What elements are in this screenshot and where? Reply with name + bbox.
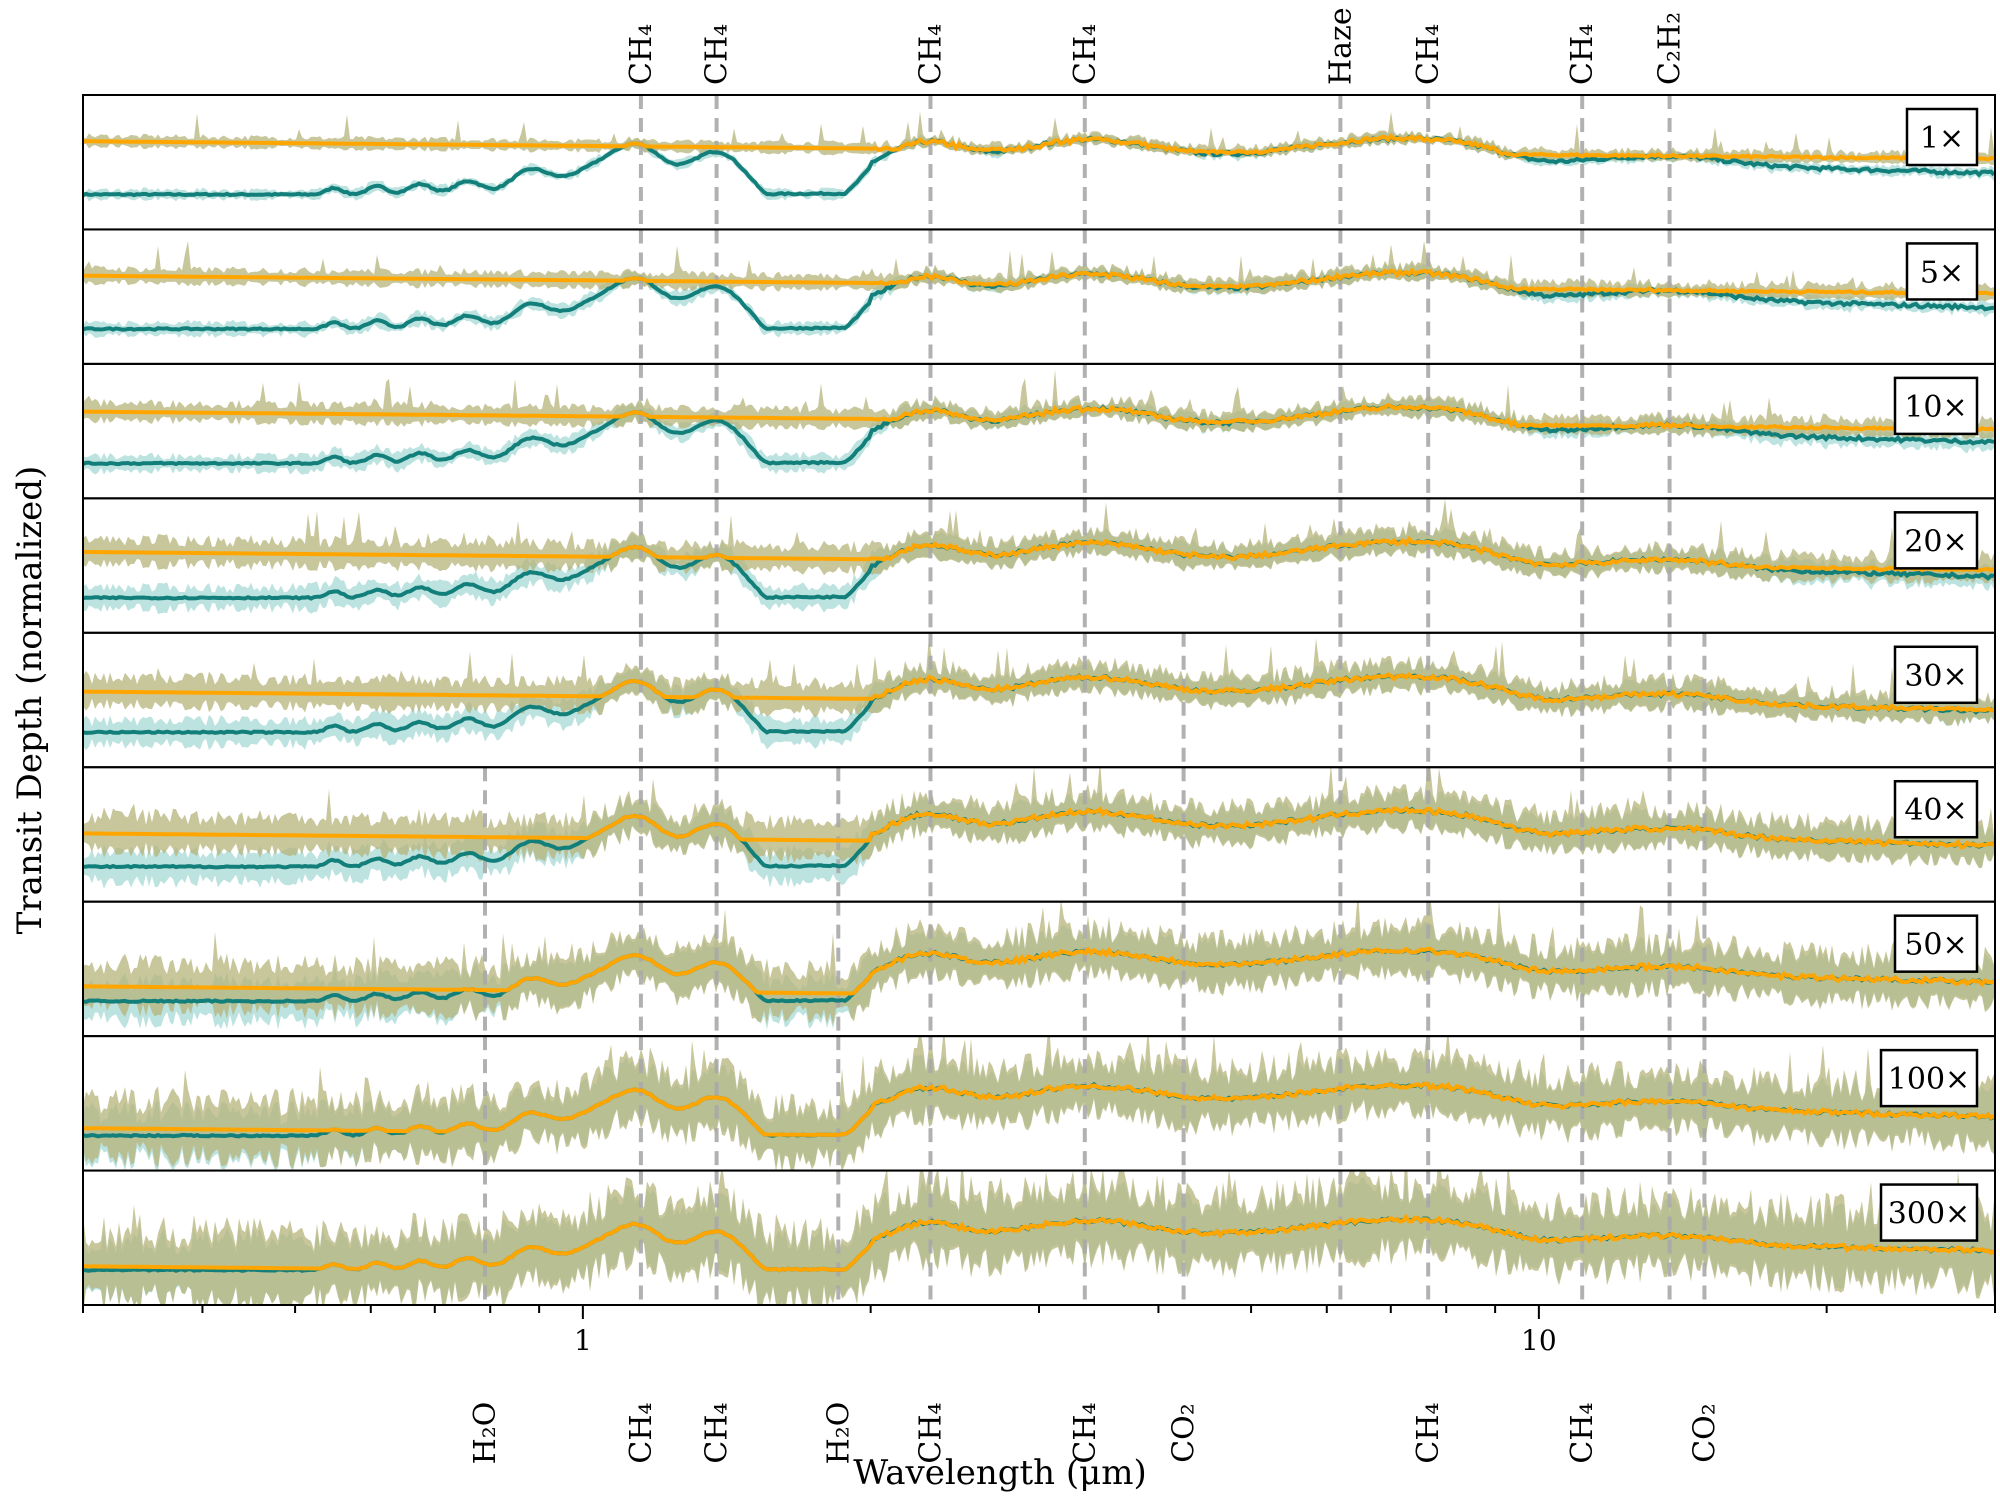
orange-spectrum-line [83, 267, 1995, 297]
top-feature-label: CH₄ [1068, 24, 1103, 85]
panel-label-box [1879, 1183, 1979, 1242]
panel-label-box [1893, 779, 1979, 839]
panel-label-box [1905, 107, 1979, 167]
orange-uncertainty-band [83, 111, 1994, 166]
uncertainty-bands [83, 111, 1994, 1305]
top-feature-label: CH₄ [624, 24, 659, 85]
panel-label: 300× [1888, 1197, 1970, 1232]
panel-label: 30× [1904, 659, 1967, 694]
bottom-feature-label: CH₄ [913, 1402, 948, 1463]
panel-label-box [1893, 914, 1979, 973]
orange-spectrum-line [83, 1213, 1995, 1273]
orange-spectrum-line [83, 402, 1995, 433]
orange-uncertainty-band [83, 901, 1994, 1025]
panel-labels: 1× 5× 10× 20× 30× 40× 50× 100× 300× [1879, 107, 1979, 1242]
x-axis-label: Wavelength (μm) [853, 1453, 1146, 1493]
panel-label: 100× [1888, 1062, 1970, 1097]
bottom-feature-label: H₂O [468, 1402, 503, 1465]
x-axis: 1 10 [82, 1305, 1996, 1357]
top-feature-label: C₂H₂ [1653, 12, 1688, 85]
bottom-feature-label: CH₄ [1565, 1402, 1600, 1463]
top-feature-label: CH₄ [1411, 24, 1446, 85]
orange-uncertainty-band [83, 498, 1994, 585]
panel-label: 1× [1920, 121, 1964, 156]
top-feature-label: Haze [1323, 7, 1358, 85]
orange-uncertainty-band [83, 240, 1994, 302]
bottom-feature-label: CO₂ [1687, 1403, 1722, 1463]
spectrum-lines [83, 133, 1995, 1273]
top-feature-label: CH₄ [1565, 24, 1600, 85]
panel-label: 10× [1904, 390, 1967, 425]
panel-label: 20× [1904, 524, 1967, 559]
orange-spectrum-line [83, 671, 1995, 713]
orange-uncertainty-band [83, 1036, 1994, 1171]
y-axis-label: Transit Depth (normalized) [10, 466, 50, 935]
bottom-feature-label: CH₄ [700, 1402, 735, 1463]
orange-spectrum-line [83, 535, 1995, 573]
top-feature-label: CH₄ [700, 24, 735, 85]
panel-frames [82, 94, 1996, 1306]
bottom-feature-label: CH₄ [1068, 1402, 1103, 1463]
panel-label-box [1879, 1048, 1979, 1108]
orange-spectrum-line [83, 805, 1995, 850]
panel-label-box [1893, 645, 1979, 705]
bottom-feature-label: CO₂ [1167, 1403, 1202, 1463]
feature-labels: CH₄ CH₄ CH₄ CH₄ Haze CH₄ CH₄ C₂H₂ H₂O CH₄ CH₄ H₂O CH… [468, 7, 1722, 1464]
bottom-feature-label: H₂O [821, 1402, 856, 1465]
orange-spectrum-line [83, 133, 1995, 162]
panel-label-box [1893, 511, 1979, 570]
orange-spectrum-line [83, 946, 1994, 996]
orange-uncertainty-band [83, 369, 1994, 441]
orange-spectrum-line [83, 1081, 1995, 1138]
top-feature-label: CH₄ [913, 24, 948, 85]
x-tick-label: 10 [1521, 1324, 1557, 1357]
panel-label: 50× [1904, 928, 1967, 963]
bottom-feature-label: CH₄ [624, 1402, 659, 1463]
panel-label: 5× [1920, 255, 1964, 290]
x-tick-label: 1 [574, 1324, 592, 1357]
bottom-feature-label: CH₄ [1411, 1402, 1446, 1463]
panel-label-box [1905, 242, 1979, 301]
panel-label: 40× [1904, 793, 1967, 828]
panel-label-box [1893, 376, 1979, 436]
orange-uncertainty-band [83, 1170, 1994, 1305]
